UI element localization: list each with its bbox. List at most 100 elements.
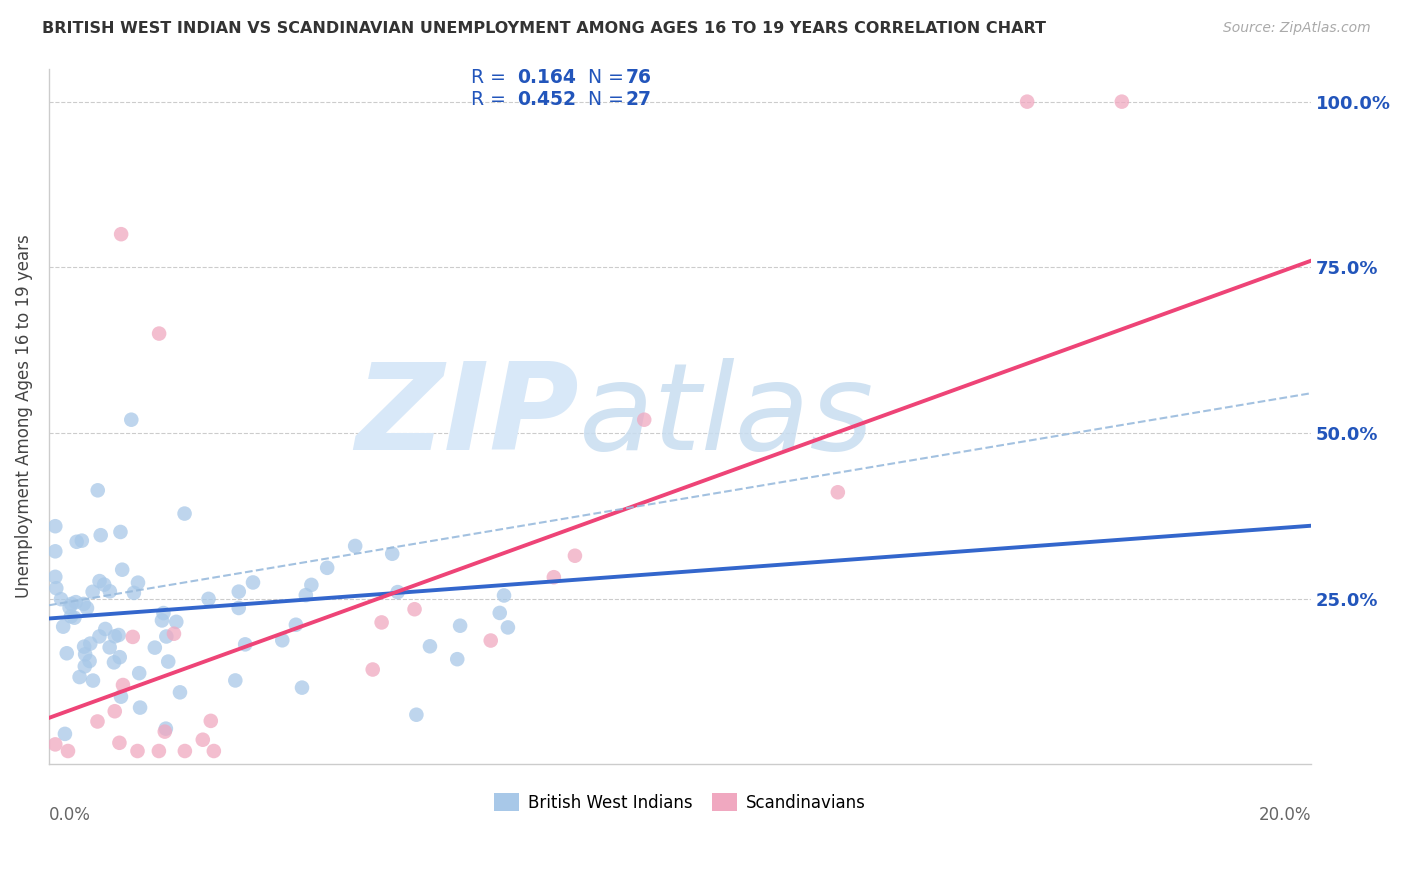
Point bbox=[129, 700, 152, 714]
Point bbox=[404, 602, 426, 616]
Point bbox=[143, 640, 166, 655]
Point bbox=[73, 640, 96, 654]
Point bbox=[120, 413, 142, 427]
Point bbox=[104, 704, 127, 718]
Point bbox=[103, 656, 125, 670]
Text: R =: R = bbox=[471, 68, 517, 87]
Point bbox=[291, 681, 314, 695]
Text: BRITISH WEST INDIAN VS SCANDINAVIAN UNEMPLOYMENT AMONG AGES 16 TO 19 YEARS CORRE: BRITISH WEST INDIAN VS SCANDINAVIAN UNEM… bbox=[42, 21, 1046, 36]
Point bbox=[44, 519, 66, 533]
Point bbox=[191, 732, 214, 747]
Point bbox=[104, 629, 127, 643]
Point bbox=[271, 633, 294, 648]
Text: Source: ZipAtlas.com: Source: ZipAtlas.com bbox=[1223, 21, 1371, 35]
Point bbox=[87, 483, 110, 498]
Point bbox=[53, 727, 76, 741]
Text: 20.0%: 20.0% bbox=[1258, 806, 1312, 824]
Point bbox=[496, 620, 519, 634]
Point bbox=[110, 227, 132, 242]
Point bbox=[111, 563, 134, 577]
Point bbox=[242, 575, 264, 590]
Point bbox=[73, 659, 96, 673]
Point bbox=[56, 744, 79, 758]
Point bbox=[419, 640, 441, 654]
Point bbox=[344, 539, 367, 553]
Point bbox=[110, 690, 132, 704]
Point bbox=[44, 544, 66, 558]
Point bbox=[65, 595, 87, 609]
Point bbox=[58, 600, 80, 615]
Point bbox=[128, 666, 150, 681]
Point bbox=[49, 592, 72, 607]
Point bbox=[295, 588, 318, 602]
Point bbox=[165, 615, 187, 629]
Point bbox=[79, 637, 101, 651]
Point bbox=[827, 485, 849, 500]
Point bbox=[121, 630, 143, 644]
Text: N =: N = bbox=[576, 68, 637, 87]
Point bbox=[169, 685, 191, 699]
Point bbox=[1017, 95, 1039, 109]
Point bbox=[163, 626, 186, 640]
Point bbox=[564, 549, 586, 563]
Point bbox=[197, 591, 219, 606]
Point bbox=[75, 648, 97, 662]
Point bbox=[387, 585, 409, 599]
Point bbox=[492, 589, 515, 603]
Point bbox=[93, 577, 115, 591]
Point bbox=[284, 617, 307, 632]
Point bbox=[449, 618, 471, 632]
Point bbox=[479, 633, 502, 648]
Point bbox=[200, 714, 222, 728]
Point bbox=[89, 574, 111, 588]
Point bbox=[127, 575, 149, 590]
Point bbox=[70, 533, 93, 548]
Point bbox=[90, 528, 112, 542]
Point bbox=[488, 606, 510, 620]
Point bbox=[543, 570, 565, 584]
Point bbox=[150, 614, 173, 628]
Point bbox=[44, 570, 66, 584]
Text: atlas: atlas bbox=[579, 358, 875, 475]
Point bbox=[89, 630, 111, 644]
Point bbox=[63, 610, 86, 624]
Point bbox=[224, 673, 246, 688]
Point bbox=[44, 738, 66, 752]
Point bbox=[59, 609, 82, 624]
Point bbox=[127, 744, 149, 758]
Legend: British West Indians, Scandinavians: British West Indians, Scandinavians bbox=[488, 787, 872, 819]
Point bbox=[152, 606, 174, 620]
Point bbox=[381, 547, 404, 561]
Point bbox=[173, 507, 195, 521]
Point bbox=[155, 630, 177, 644]
Point bbox=[361, 663, 384, 677]
Point bbox=[153, 724, 176, 739]
Point bbox=[60, 597, 83, 611]
Point bbox=[45, 581, 67, 595]
Point bbox=[148, 744, 170, 758]
Point bbox=[66, 534, 89, 549]
Point bbox=[86, 714, 108, 729]
Text: 0.452: 0.452 bbox=[517, 90, 576, 110]
Y-axis label: Unemployment Among Ages 16 to 19 years: Unemployment Among Ages 16 to 19 years bbox=[15, 235, 32, 599]
Point bbox=[173, 744, 195, 758]
Point bbox=[633, 413, 655, 427]
Point bbox=[228, 584, 250, 599]
Point bbox=[202, 744, 225, 758]
Text: 76: 76 bbox=[626, 68, 651, 87]
Point bbox=[98, 584, 121, 599]
Point bbox=[110, 524, 132, 539]
Text: 0.0%: 0.0% bbox=[49, 806, 91, 824]
Point bbox=[52, 620, 75, 634]
Point bbox=[233, 637, 256, 651]
Point bbox=[148, 326, 170, 341]
Point bbox=[1111, 95, 1133, 109]
Point bbox=[76, 601, 98, 615]
Point bbox=[82, 673, 104, 688]
Point bbox=[107, 628, 129, 642]
Point bbox=[73, 597, 96, 611]
Point bbox=[122, 586, 145, 600]
Point bbox=[94, 622, 117, 636]
Point bbox=[299, 578, 322, 592]
Text: N =: N = bbox=[576, 90, 637, 110]
